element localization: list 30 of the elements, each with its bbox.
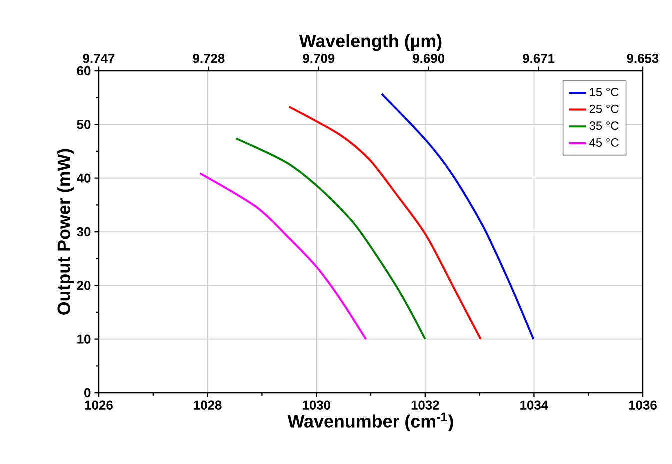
y-tick-label: 40 [77,174,91,183]
x-tick-label: 1030 [303,400,330,410]
x2-tick-label: 9.728 [193,54,225,64]
y-tick-label: 30 [77,227,91,237]
x2-tick-label: 9.709 [303,54,335,64]
x-tick-label: 1032 [412,400,440,410]
legend-label: 45 °C [590,138,619,147]
y-tick-label: 10 [78,334,91,344]
line-series [235,138,426,340]
x2-tick-label: 9.747 [83,54,115,64]
x2-tick-label: 9.690 [413,54,445,64]
x2-axis-title: Wavelength (µm) [299,34,442,52]
y-tick-label: 0 [84,388,91,398]
legend-label: 15 °C [590,88,619,96]
legend-label: 35 °C [590,122,619,130]
x-tick-label: 1026 [85,400,113,410]
line-series [380,93,535,340]
y-axis-title: Output Power (mW) [57,149,74,315]
x2-tick-label: 9.653 [627,54,659,64]
x-tick-label: 1036 [629,400,657,410]
line-series [199,172,368,340]
y-tick-label: 20 [77,281,91,290]
x2-tick-label: 9.671 [523,54,555,64]
legend-label: 25 °C [590,104,619,114]
x-tick-label: 1028 [194,400,222,410]
line-series [288,106,482,340]
x-axis-title: Wavenumber (cm$^{-1}$) [288,412,454,432]
y-tick-label: 60 [77,66,91,76]
y-tick-label: 50 [77,120,91,130]
x-tick-label: 1034 [520,400,549,410]
